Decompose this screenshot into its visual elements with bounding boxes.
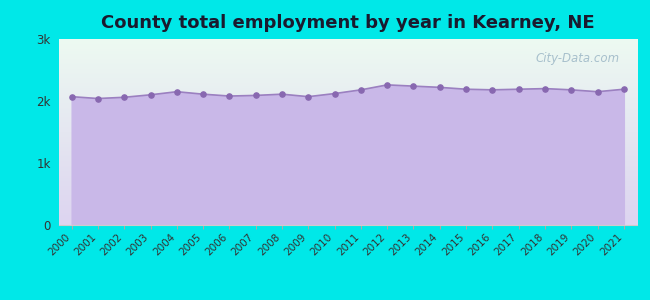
- Point: [356, 87, 366, 92]
- Point: [198, 92, 208, 97]
- Point: [119, 95, 129, 100]
- Point: [461, 87, 471, 92]
- Point: [514, 87, 524, 92]
- Text: City-Data.com: City-Data.com: [536, 52, 619, 65]
- Point: [566, 87, 577, 92]
- Point: [172, 89, 182, 94]
- Point: [619, 87, 629, 92]
- Point: [488, 87, 498, 92]
- Point: [303, 94, 313, 99]
- Point: [250, 93, 261, 98]
- Point: [330, 91, 340, 96]
- Point: [408, 84, 419, 88]
- Point: [277, 92, 287, 97]
- Point: [93, 96, 103, 101]
- Title: County total employment by year in Kearney, NE: County total employment by year in Kearn…: [101, 14, 595, 32]
- Point: [435, 85, 445, 90]
- Point: [66, 94, 77, 99]
- Point: [540, 86, 550, 91]
- Point: [224, 94, 235, 98]
- Point: [382, 82, 393, 87]
- Point: [592, 89, 603, 94]
- Point: [146, 92, 156, 97]
